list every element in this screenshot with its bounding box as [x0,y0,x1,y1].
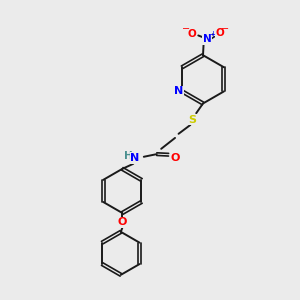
Text: O: O [171,153,180,163]
Text: N: N [203,34,212,44]
Text: +: + [209,30,216,39]
Text: −: − [221,24,230,34]
Text: −: − [182,24,190,34]
Text: O: O [215,28,224,38]
Text: O: O [188,29,196,39]
Text: N: N [174,86,183,96]
Text: O: O [118,218,127,227]
Text: N: N [130,153,140,163]
Text: S: S [189,115,197,125]
Text: H: H [124,151,133,160]
